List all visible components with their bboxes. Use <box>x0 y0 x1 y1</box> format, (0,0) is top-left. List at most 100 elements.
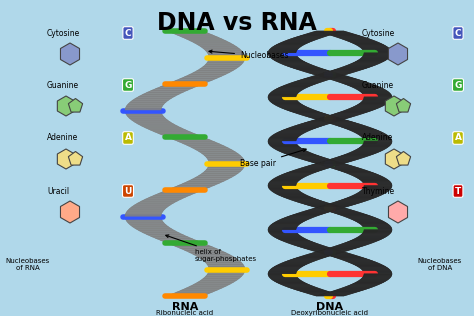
Text: G: G <box>454 81 462 89</box>
Polygon shape <box>296 169 326 170</box>
Polygon shape <box>355 238 384 239</box>
Polygon shape <box>330 256 360 257</box>
Polygon shape <box>276 105 305 106</box>
Polygon shape <box>132 100 169 101</box>
Polygon shape <box>389 201 408 223</box>
Polygon shape <box>201 47 238 48</box>
Polygon shape <box>323 205 352 206</box>
Polygon shape <box>337 245 366 246</box>
Polygon shape <box>290 111 319 112</box>
Polygon shape <box>274 266 303 267</box>
Polygon shape <box>268 52 296 53</box>
Text: Nucleobases: Nucleobases <box>209 50 289 60</box>
Polygon shape <box>207 264 243 265</box>
Polygon shape <box>344 172 374 173</box>
Polygon shape <box>329 211 359 212</box>
Polygon shape <box>173 139 210 140</box>
Polygon shape <box>163 135 201 136</box>
Polygon shape <box>182 37 219 38</box>
Polygon shape <box>344 198 374 199</box>
Polygon shape <box>346 217 376 218</box>
Polygon shape <box>344 260 373 261</box>
Polygon shape <box>364 183 392 184</box>
Polygon shape <box>364 274 392 275</box>
Polygon shape <box>283 262 312 263</box>
Polygon shape <box>353 43 382 44</box>
Polygon shape <box>338 200 368 201</box>
Polygon shape <box>276 44 305 45</box>
Polygon shape <box>328 123 358 124</box>
Polygon shape <box>344 216 373 217</box>
Polygon shape <box>201 279 238 280</box>
Polygon shape <box>357 266 386 267</box>
Polygon shape <box>311 76 341 77</box>
Polygon shape <box>344 154 374 155</box>
Polygon shape <box>284 40 314 41</box>
Polygon shape <box>181 77 219 78</box>
Polygon shape <box>292 126 322 127</box>
Polygon shape <box>299 246 328 247</box>
Polygon shape <box>204 261 241 262</box>
Polygon shape <box>268 96 296 97</box>
Polygon shape <box>198 45 235 46</box>
Polygon shape <box>385 149 402 169</box>
Polygon shape <box>180 248 217 249</box>
Polygon shape <box>330 247 360 248</box>
Polygon shape <box>271 234 299 235</box>
Polygon shape <box>316 31 346 32</box>
Polygon shape <box>209 59 245 60</box>
Polygon shape <box>353 239 382 240</box>
Polygon shape <box>362 57 390 58</box>
Polygon shape <box>271 279 300 280</box>
Polygon shape <box>303 34 333 35</box>
Polygon shape <box>329 167 359 168</box>
Polygon shape <box>146 234 183 235</box>
Polygon shape <box>209 163 245 164</box>
Polygon shape <box>299 124 328 125</box>
Polygon shape <box>268 98 296 99</box>
Polygon shape <box>314 31 344 32</box>
Polygon shape <box>206 51 242 52</box>
Polygon shape <box>206 157 243 158</box>
Polygon shape <box>340 82 370 83</box>
Polygon shape <box>197 256 234 257</box>
Polygon shape <box>303 255 333 256</box>
Polygon shape <box>269 226 298 227</box>
Polygon shape <box>356 177 384 178</box>
Polygon shape <box>296 213 326 214</box>
Polygon shape <box>180 36 218 37</box>
Polygon shape <box>309 253 338 254</box>
Polygon shape <box>357 60 386 61</box>
Polygon shape <box>364 185 392 186</box>
Polygon shape <box>363 188 391 189</box>
Polygon shape <box>275 177 305 178</box>
Polygon shape <box>290 215 319 216</box>
Polygon shape <box>182 183 220 184</box>
Polygon shape <box>279 131 308 132</box>
Polygon shape <box>199 69 236 70</box>
Polygon shape <box>355 132 383 133</box>
Polygon shape <box>291 244 320 245</box>
Polygon shape <box>353 87 382 88</box>
Polygon shape <box>349 174 379 175</box>
Polygon shape <box>359 235 388 236</box>
Polygon shape <box>279 151 308 152</box>
Polygon shape <box>206 263 242 264</box>
Polygon shape <box>286 172 316 173</box>
Text: RNA: RNA <box>172 302 198 312</box>
Polygon shape <box>160 240 198 241</box>
Polygon shape <box>308 117 338 118</box>
Polygon shape <box>313 251 343 252</box>
Polygon shape <box>347 173 376 174</box>
Polygon shape <box>338 38 368 39</box>
Polygon shape <box>292 200 322 201</box>
Polygon shape <box>338 126 368 127</box>
Polygon shape <box>320 209 350 210</box>
Polygon shape <box>359 103 388 104</box>
Polygon shape <box>273 192 302 193</box>
Polygon shape <box>185 288 222 289</box>
Polygon shape <box>162 85 200 86</box>
Polygon shape <box>316 295 346 296</box>
Polygon shape <box>296 257 326 258</box>
Polygon shape <box>272 58 301 59</box>
